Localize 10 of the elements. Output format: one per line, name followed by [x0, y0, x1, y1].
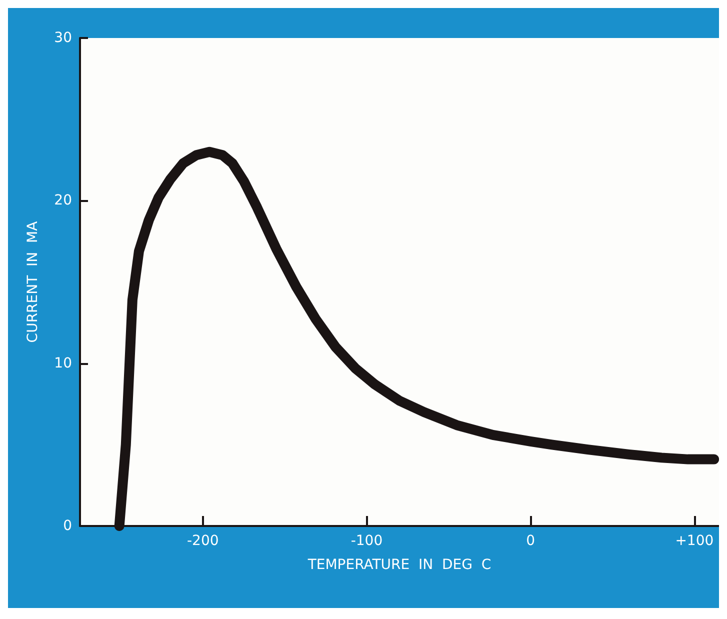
y-tick-label: 0: [63, 518, 72, 534]
y-tick-label: 30: [54, 30, 72, 46]
x-tick-label: 0: [526, 533, 536, 549]
x-tick-label: +100: [675, 533, 714, 549]
y-tick-label: 10: [54, 355, 72, 372]
y-axis-title: CURRENT IN MA: [25, 220, 41, 343]
x-tick-label: -100: [350, 533, 383, 549]
y-tick-label: 20: [54, 192, 72, 209]
x-tick-label: -200: [186, 533, 219, 549]
x-axis-title: TEMPERATURE IN DEG C: [306, 557, 492, 573]
